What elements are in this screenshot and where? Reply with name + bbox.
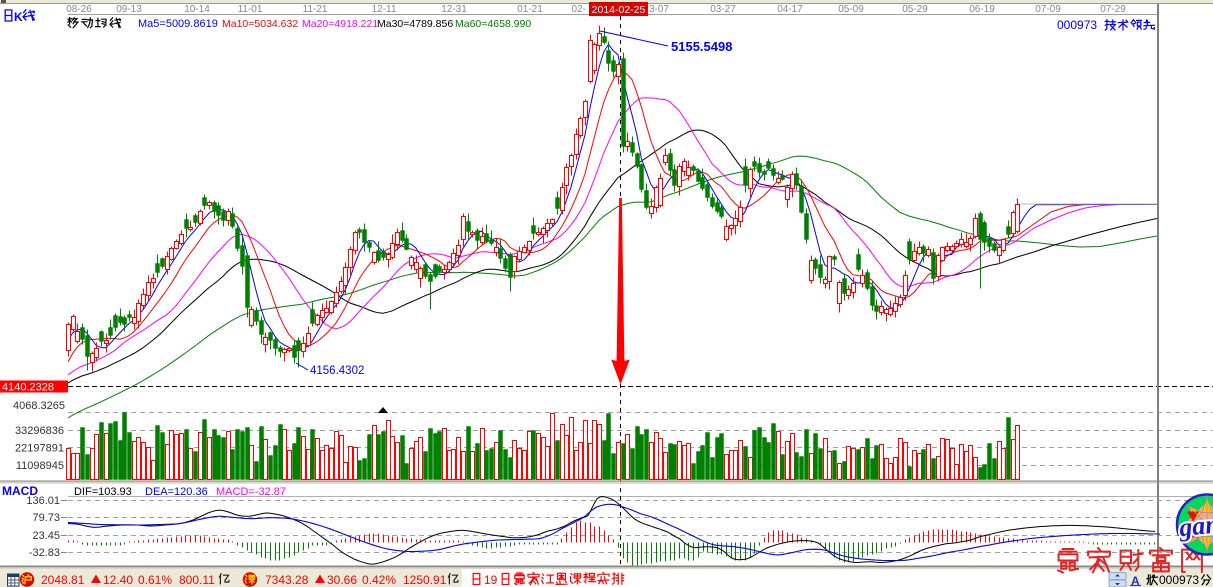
svg-text:12.40: 12.40	[103, 573, 133, 587]
svg-text:MACD=-32.87: MACD=-32.87	[216, 486, 286, 498]
svg-text:000973: 000973	[1159, 573, 1199, 587]
svg-text:DIF=103.93: DIF=103.93	[74, 486, 132, 498]
svg-text:79.73: 79.73	[32, 512, 60, 524]
svg-text:10-14: 10-14	[184, 4, 210, 15]
svg-text:Ma20=4918.221: Ma20=4918.221	[302, 18, 378, 30]
svg-text:19: 19	[484, 573, 498, 587]
svg-text:33296836: 33296836	[15, 425, 64, 437]
svg-text:06-19: 06-19	[969, 4, 995, 15]
svg-text:09-13: 09-13	[116, 4, 142, 15]
svg-text:7343.28: 7343.28	[265, 573, 309, 587]
svg-text:5155.5498: 5155.5498	[671, 39, 732, 54]
svg-text:800.11: 800.11	[179, 573, 215, 587]
svg-text:DEA=120.36: DEA=120.36	[145, 486, 208, 498]
svg-text:4156.4302: 4156.4302	[310, 365, 364, 377]
svg-text:08-26: 08-26	[66, 4, 92, 15]
svg-text:11-01: 11-01	[238, 4, 263, 15]
svg-text:Ma60=4658.990: Ma60=4658.990	[455, 18, 531, 30]
svg-text:22197891: 22197891	[15, 443, 64, 455]
svg-text:4140.2328: 4140.2328	[2, 382, 54, 394]
svg-text:1250.91: 1250.91	[403, 573, 447, 587]
svg-text:3-07: 3-07	[649, 4, 669, 15]
svg-text:A: A	[1131, 574, 1140, 587]
svg-text:MACD: MACD	[2, 484, 38, 498]
svg-text:136.01: 136.01	[26, 495, 60, 507]
svg-text:05-29: 05-29	[902, 4, 928, 15]
svg-text:Ma10=5034.632: Ma10=5034.632	[222, 18, 298, 30]
svg-text:03-27: 03-27	[710, 4, 736, 15]
svg-text:07-29: 07-29	[1100, 4, 1126, 15]
svg-text:2014-02-25: 2014-02-25	[592, 4, 646, 16]
svg-text:07-09: 07-09	[1035, 4, 1061, 15]
svg-text:02-: 02-	[572, 4, 586, 15]
svg-text:K: K	[14, 10, 23, 24]
svg-text:0.42%: 0.42%	[362, 573, 396, 587]
svg-text:23.45: 23.45	[32, 530, 60, 542]
svg-text:-32.83: -32.83	[29, 547, 60, 559]
svg-text:000973: 000973	[1057, 18, 1097, 32]
svg-text:11-21: 11-21	[303, 4, 328, 15]
svg-text:05-09: 05-09	[838, 4, 864, 15]
svg-text:30.66: 30.66	[327, 573, 357, 587]
svg-text:gan: gan	[1177, 509, 1213, 542]
svg-text:01-21: 01-21	[517, 4, 543, 15]
svg-text:0.61%: 0.61%	[138, 573, 172, 587]
svg-text:04-17: 04-17	[777, 4, 803, 15]
svg-text:12-11: 12-11	[372, 4, 397, 15]
svg-text:Ma30=4789.856: Ma30=4789.856	[377, 18, 453, 30]
svg-text:11098945: 11098945	[16, 460, 64, 472]
svg-text:2048.81: 2048.81	[41, 573, 85, 587]
svg-text:4068.3265: 4068.3265	[13, 400, 65, 412]
svg-text:Ma5=5009.8619: Ma5=5009.8619	[138, 18, 218, 30]
svg-text:12-31: 12-31	[441, 4, 467, 15]
